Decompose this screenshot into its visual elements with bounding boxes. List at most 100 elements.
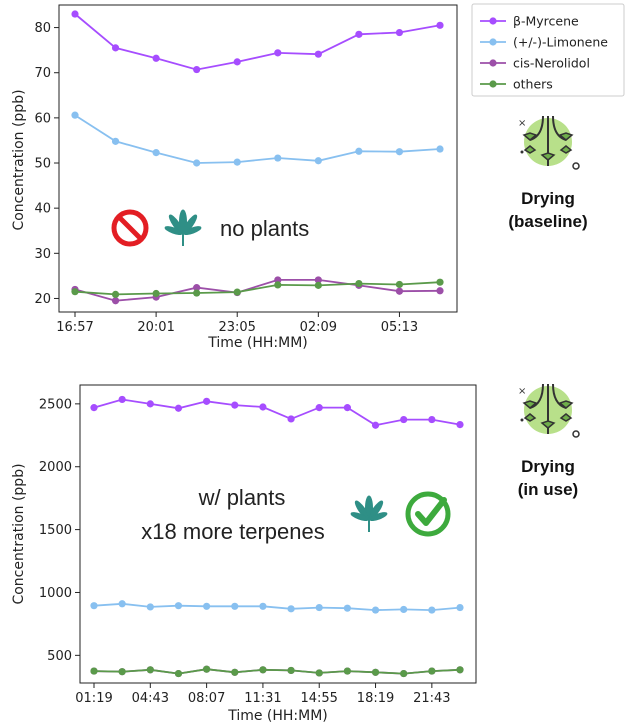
- data-point: [90, 667, 98, 675]
- data-point: [343, 667, 351, 675]
- y-tick-label: 60: [34, 111, 51, 126]
- legend-label: β-Myrcene: [513, 14, 579, 29]
- y-axis-label-top: Concentration (ppb): [11, 89, 27, 230]
- legend-label: others: [513, 77, 553, 92]
- y-tick-label: 80: [34, 21, 51, 36]
- legend-swatch-marker: [489, 38, 497, 46]
- data-point: [174, 602, 183, 610]
- data-point: [287, 415, 295, 423]
- y-tick-label: 50: [34, 157, 51, 172]
- legend-label: (+/-)-Limonene: [513, 35, 608, 50]
- data-point: [231, 401, 239, 409]
- data-point: [274, 281, 282, 289]
- data-point: [456, 421, 464, 429]
- data-point: [233, 58, 241, 66]
- data-point: [371, 606, 380, 614]
- legend-swatch-marker: [489, 17, 497, 25]
- data-point: [259, 666, 267, 674]
- series-line-0: [93, 398, 461, 427]
- data-point: [314, 281, 322, 289]
- data-point: [231, 668, 239, 676]
- data-point: [400, 605, 408, 614]
- data-point: [315, 603, 323, 612]
- data-point: [314, 50, 322, 58]
- data-point: [436, 278, 444, 286]
- legend: β-Myrcene (+/-)-Limonene cis-Nerolidol othe…: [471, 3, 625, 97]
- data-point: [315, 669, 323, 677]
- data-point: [152, 54, 160, 62]
- data-point: [118, 668, 126, 676]
- data-point: [193, 159, 201, 167]
- data-point: [111, 44, 120, 52]
- x-tick-label: 16:57: [56, 320, 93, 335]
- svg-text:×: ×: [518, 386, 526, 397]
- x-tick-label: 08:07: [188, 691, 225, 706]
- data-point: [90, 602, 98, 610]
- y-tick-label: 2000: [39, 460, 72, 475]
- data-point: [400, 669, 408, 678]
- data-point: [203, 602, 211, 610]
- data-point: [314, 157, 322, 165]
- data-point: [287, 666, 295, 675]
- data-point: [436, 145, 444, 153]
- legend-swatch-marker: [489, 59, 497, 67]
- data-point: [400, 415, 408, 424]
- series-group-bottom: [90, 395, 464, 678]
- series-line-3: [74, 281, 441, 296]
- data-point: [146, 400, 154, 408]
- annotation-top: no plants: [220, 216, 309, 241]
- plot-frame-bottom: [79, 384, 477, 684]
- x-tick-label: 04:43: [132, 691, 169, 706]
- tick-group-top: 20 30 40 50 60 70 80 16:57 20:01 23:05 02:09 05:13: [34, 21, 418, 335]
- data-point: [343, 404, 351, 412]
- x-tick-label: 14:55: [300, 691, 337, 706]
- plot-frame-top: [58, 4, 458, 313]
- series-line-2: [74, 278, 441, 302]
- data-point: [371, 668, 380, 676]
- cannabis-leaf-icon: [350, 495, 388, 532]
- data-point: [274, 154, 282, 162]
- y-tick-label: 2500: [39, 397, 72, 412]
- data-point: [193, 65, 201, 74]
- data-point: [259, 403, 267, 411]
- data-point: [456, 666, 464, 674]
- y-axis-label-bottom: Concentration (ppb): [11, 463, 27, 604]
- data-point: [395, 280, 404, 289]
- tick-group-bottom: 500 1000 1500 2000 2500 01:19 04:43 08:07 11:31 1…: [39, 397, 451, 706]
- data-point: [395, 148, 404, 156]
- x-tick-label: 18:19: [357, 691, 394, 706]
- data-point: [355, 147, 363, 155]
- data-point: [111, 290, 120, 298]
- data-point: [111, 297, 120, 305]
- legend-items: β-Myrcene (+/-)-Limonene cis-Nerolidol othe…: [480, 14, 608, 92]
- data-point: [395, 287, 404, 295]
- data-point: [193, 284, 201, 292]
- data-point: [371, 421, 380, 429]
- y-tick-label: 20: [34, 292, 51, 307]
- data-point: [118, 395, 126, 404]
- y-tick-label: 1500: [39, 523, 72, 538]
- data-point: [203, 665, 211, 673]
- data-point: [355, 279, 363, 288]
- data-point: [395, 28, 404, 37]
- prohibited-icon: [111, 209, 149, 247]
- x-tick-label: 21:43: [413, 691, 450, 706]
- series-line-3: [93, 668, 461, 675]
- checkmark-icon: [405, 491, 451, 537]
- data-point: [233, 158, 241, 166]
- data-point: [436, 287, 444, 295]
- x-tick-label: 02:09: [300, 320, 337, 335]
- x-tick-label: 05:13: [381, 320, 418, 335]
- data-point: [436, 21, 444, 29]
- data-point: [343, 604, 351, 612]
- y-tick-label: 40: [34, 202, 51, 217]
- data-point: [111, 137, 120, 145]
- status-label-bottom-line2: (in use): [518, 480, 578, 499]
- svg-text:×: ×: [518, 118, 526, 129]
- data-point: [203, 397, 211, 405]
- y-tick-label: 70: [34, 66, 51, 81]
- x-tick-label: 01:19: [75, 691, 112, 706]
- legend-frame: [471, 3, 625, 97]
- data-point: [231, 602, 239, 610]
